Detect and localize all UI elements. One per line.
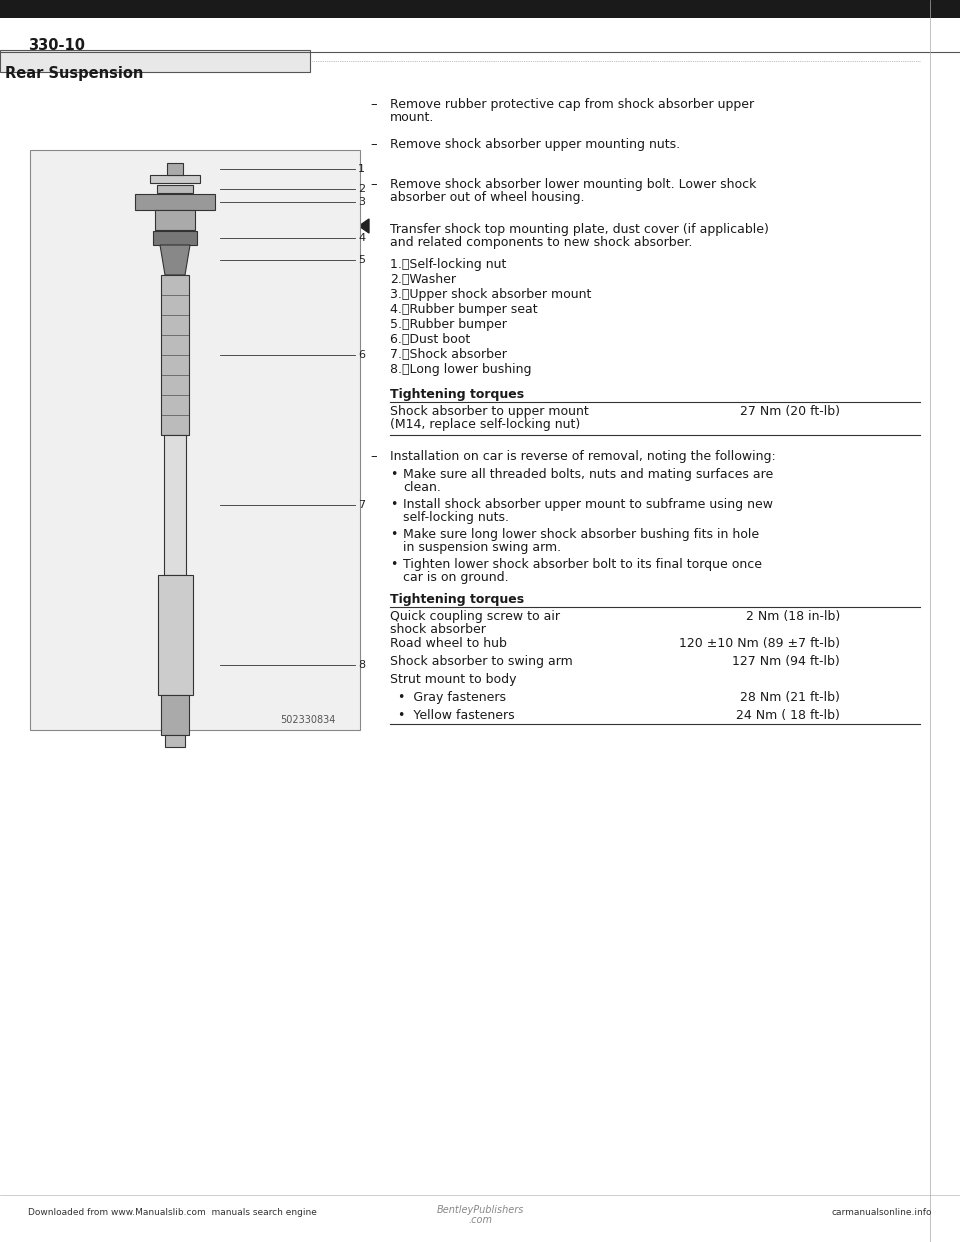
Text: 3.	Upper shock absorber mount: 3. Upper shock absorber mount: [390, 288, 591, 301]
Text: –: –: [370, 98, 376, 111]
Bar: [161, 696, 189, 735]
Text: Make sure all threaded bolts, nuts and mating surfaces are: Make sure all threaded bolts, nuts and m…: [403, 468, 773, 481]
Text: –: –: [370, 178, 376, 191]
Text: •  Yellow fasteners: • Yellow fasteners: [390, 709, 515, 722]
Text: 330-10: 330-10: [28, 39, 85, 53]
Text: –: –: [370, 450, 376, 463]
Text: and related components to new shock absorber.: and related components to new shock abso…: [390, 236, 692, 248]
Text: Road wheel to hub: Road wheel to hub: [390, 637, 507, 650]
Bar: [153, 231, 197, 245]
Polygon shape: [359, 219, 369, 233]
Bar: [0, 0, 960, 17]
Text: 4: 4: [358, 233, 365, 243]
Text: •: •: [390, 528, 397, 542]
Text: 28 Nm (21 ft-lb): 28 Nm (21 ft-lb): [740, 691, 840, 704]
Text: 5: 5: [358, 255, 365, 265]
Bar: [157, 185, 193, 193]
Bar: [155, 210, 195, 230]
Text: Downloaded from www.Manualslib.com  manuals search engine: Downloaded from www.Manualslib.com manua…: [28, 1208, 317, 1217]
Text: •: •: [390, 468, 397, 481]
Text: self-locking nuts.: self-locking nuts.: [403, 510, 509, 524]
Bar: [30, 150, 360, 730]
Text: 120 ±10 Nm (89 ±7 ft-lb): 120 ±10 Nm (89 ±7 ft-lb): [679, 637, 840, 650]
Text: •: •: [390, 498, 397, 510]
Text: 7: 7: [358, 501, 365, 510]
Bar: [167, 163, 183, 175]
Text: Make sure long lower shock absorber bushing fits in hole: Make sure long lower shock absorber bush…: [403, 528, 759, 542]
Text: 27 Nm (20 ft-lb): 27 Nm (20 ft-lb): [740, 405, 840, 419]
Text: 502330834: 502330834: [280, 715, 335, 725]
Text: •  Gray fasteners: • Gray fasteners: [390, 691, 506, 704]
Text: carmanualsonline.info: carmanualsonline.info: [831, 1208, 932, 1217]
Text: 8: 8: [358, 660, 365, 669]
Text: Quick coupling screw to air: Quick coupling screw to air: [390, 610, 560, 623]
Text: Strut mount to body: Strut mount to body: [390, 673, 516, 686]
Text: 1: 1: [358, 164, 365, 174]
Text: 1.	Self-locking nut: 1. Self-locking nut: [390, 258, 506, 271]
Text: BentleyPublishers: BentleyPublishers: [436, 1205, 524, 1215]
Text: 3: 3: [358, 197, 365, 207]
Bar: [135, 194, 215, 210]
Text: 4.	Rubber bumper seat: 4. Rubber bumper seat: [390, 303, 538, 315]
Text: Tightening torques: Tightening torques: [390, 388, 524, 401]
Text: Transfer shock top mounting plate, dust cover (if applicable): Transfer shock top mounting plate, dust …: [390, 224, 769, 236]
Text: 2.	Washer: 2. Washer: [390, 273, 456, 286]
Text: mount.: mount.: [390, 111, 434, 124]
Text: 6: 6: [358, 350, 365, 360]
Text: 127 Nm (94 ft-lb): 127 Nm (94 ft-lb): [732, 655, 840, 668]
Bar: [0, 50, 310, 72]
Text: 8.	Long lower bushing: 8. Long lower bushing: [390, 363, 532, 376]
Text: Rear Suspension: Rear Suspension: [5, 66, 143, 81]
Text: shock absorber: shock absorber: [390, 623, 486, 636]
Text: Remove shock absorber upper mounting nuts.: Remove shock absorber upper mounting nut…: [390, 138, 680, 152]
Text: Tightening torques: Tightening torques: [390, 592, 524, 606]
Text: clean.: clean.: [403, 481, 441, 494]
Text: Shock absorber to swing arm: Shock absorber to swing arm: [390, 655, 573, 668]
Text: absorber out of wheel housing.: absorber out of wheel housing.: [390, 191, 585, 204]
Text: car is on ground.: car is on ground.: [403, 571, 509, 584]
Polygon shape: [160, 245, 190, 274]
Bar: [150, 175, 200, 183]
Text: Shock absorber to upper mount: Shock absorber to upper mount: [390, 405, 588, 419]
Bar: [164, 435, 186, 575]
Text: 7.	Shock absorber: 7. Shock absorber: [390, 348, 507, 361]
Text: Tighten lower shock absorber bolt to its final torque once: Tighten lower shock absorber bolt to its…: [403, 558, 762, 571]
Bar: [161, 274, 189, 435]
Text: Install shock absorber upper mount to subframe using new: Install shock absorber upper mount to su…: [403, 498, 773, 510]
Text: (M14, replace self-locking nut): (M14, replace self-locking nut): [390, 419, 580, 431]
Text: Remove shock absorber lower mounting bolt. Lower shock: Remove shock absorber lower mounting bol…: [390, 178, 756, 191]
Text: 2: 2: [358, 184, 365, 194]
Text: •: •: [390, 558, 397, 571]
Bar: [165, 735, 185, 746]
Text: 24 Nm ( 18 ft-lb): 24 Nm ( 18 ft-lb): [736, 709, 840, 722]
Text: Remove rubber protective cap from shock absorber upper: Remove rubber protective cap from shock …: [390, 98, 755, 111]
Text: 6.	Dust boot: 6. Dust boot: [390, 333, 470, 347]
Text: in suspension swing arm.: in suspension swing arm.: [403, 542, 562, 554]
Text: –: –: [370, 138, 376, 152]
Text: 2 Nm (18 in-lb): 2 Nm (18 in-lb): [746, 610, 840, 623]
Text: .com: .com: [468, 1215, 492, 1225]
Bar: [158, 575, 193, 696]
Text: 5.	Rubber bumper: 5. Rubber bumper: [390, 318, 507, 332]
Text: Installation on car is reverse of removal, noting the following:: Installation on car is reverse of remova…: [390, 450, 776, 463]
